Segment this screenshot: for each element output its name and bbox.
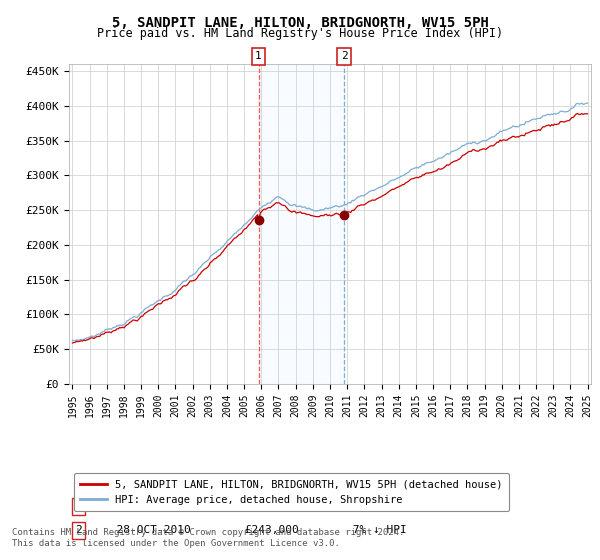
Text: 2: 2 bbox=[341, 51, 347, 61]
Text: 28-OCT-2010        £243,000        7% ↓ HPI: 28-OCT-2010 £243,000 7% ↓ HPI bbox=[103, 525, 407, 535]
Legend: 5, SANDPIT LANE, HILTON, BRIDGNORTH, WV15 5PH (detached house), HPI: Average pri: 5, SANDPIT LANE, HILTON, BRIDGNORTH, WV1… bbox=[74, 473, 509, 511]
Text: 1: 1 bbox=[75, 502, 82, 511]
Text: 2: 2 bbox=[75, 525, 82, 535]
Text: 04-NOV-2005        £236,000        4% ↓ HPI: 04-NOV-2005 £236,000 4% ↓ HPI bbox=[103, 502, 407, 511]
Text: Contains HM Land Registry data © Crown copyright and database right 2024.
This d: Contains HM Land Registry data © Crown c… bbox=[12, 528, 404, 548]
Text: 5, SANDPIT LANE, HILTON, BRIDGNORTH, WV15 5PH: 5, SANDPIT LANE, HILTON, BRIDGNORTH, WV1… bbox=[112, 16, 488, 30]
Text: Price paid vs. HM Land Registry's House Price Index (HPI): Price paid vs. HM Land Registry's House … bbox=[97, 27, 503, 40]
Text: 1: 1 bbox=[255, 51, 262, 61]
Bar bbox=[259, 64, 344, 384]
